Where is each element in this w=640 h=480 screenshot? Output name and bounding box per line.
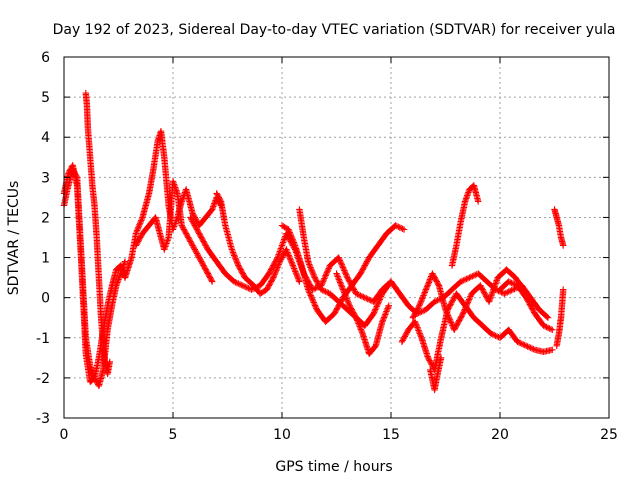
x-tick-label: 0 — [60, 427, 69, 443]
x-axis-label: GPS time / hours — [275, 459, 392, 475]
point-markers — [82, 89, 113, 378]
series-track-b — [60, 162, 129, 386]
x-tick-label: 15 — [382, 427, 400, 443]
plot-frame — [63, 56, 610, 419]
series-layer — [60, 89, 567, 394]
point-markers — [213, 190, 303, 297]
tick-layer: 0 5 10 15 20 25 -3 -2 -1 0 1 2 3 4 5 6 — [36, 50, 618, 443]
chart-title: Day 192 of 2023, Sidereal Day-to-day VTE… — [53, 22, 616, 38]
y-tick-label: 6 — [41, 50, 50, 66]
series-track-o — [496, 278, 556, 333]
point-markers — [187, 214, 552, 321]
y-tick-label: -3 — [36, 411, 50, 427]
x-tick-label: 5 — [169, 427, 178, 443]
grid-layer — [64, 57, 609, 418]
series-track-f — [187, 214, 552, 321]
point-markers — [409, 266, 536, 333]
series-track-p — [551, 206, 567, 249]
point-markers — [496, 278, 556, 333]
series-track-n — [448, 182, 482, 269]
series-track-i — [296, 206, 395, 329]
point-markers — [121, 128, 225, 281]
y-tick-label: 1 — [41, 251, 50, 267]
y-tick-label: 2 — [41, 210, 50, 226]
series-track-q — [553, 286, 567, 349]
point-markers — [427, 354, 445, 394]
y-tick-label: -1 — [36, 331, 50, 347]
x-tick-label: 20 — [491, 427, 509, 443]
x-tick-label: 10 — [273, 427, 291, 443]
point-markers — [398, 290, 556, 374]
y-axis-label: SDTVAR / TECUs — [6, 181, 22, 296]
series-track-k — [398, 290, 556, 374]
series-track-g — [213, 190, 303, 297]
point-markers — [333, 270, 392, 357]
point-markers — [448, 182, 482, 269]
point-markers — [60, 162, 129, 386]
x-tick-label: 25 — [600, 427, 618, 443]
series-track-h — [278, 222, 408, 325]
y-tick-label: 4 — [41, 130, 50, 146]
y-tick-label: -2 — [36, 371, 50, 387]
series-track-m — [427, 354, 445, 394]
y-tick-label: 5 — [41, 90, 50, 106]
point-markers — [553, 286, 567, 349]
y-tick-label: 3 — [41, 170, 50, 186]
y-tick-label: 0 — [41, 291, 50, 307]
series-track-l — [409, 266, 536, 333]
point-markers — [132, 178, 216, 285]
series-track-j — [333, 270, 392, 357]
point-markers — [551, 206, 567, 249]
series-track-c — [82, 89, 113, 378]
series-track-e — [132, 178, 216, 285]
